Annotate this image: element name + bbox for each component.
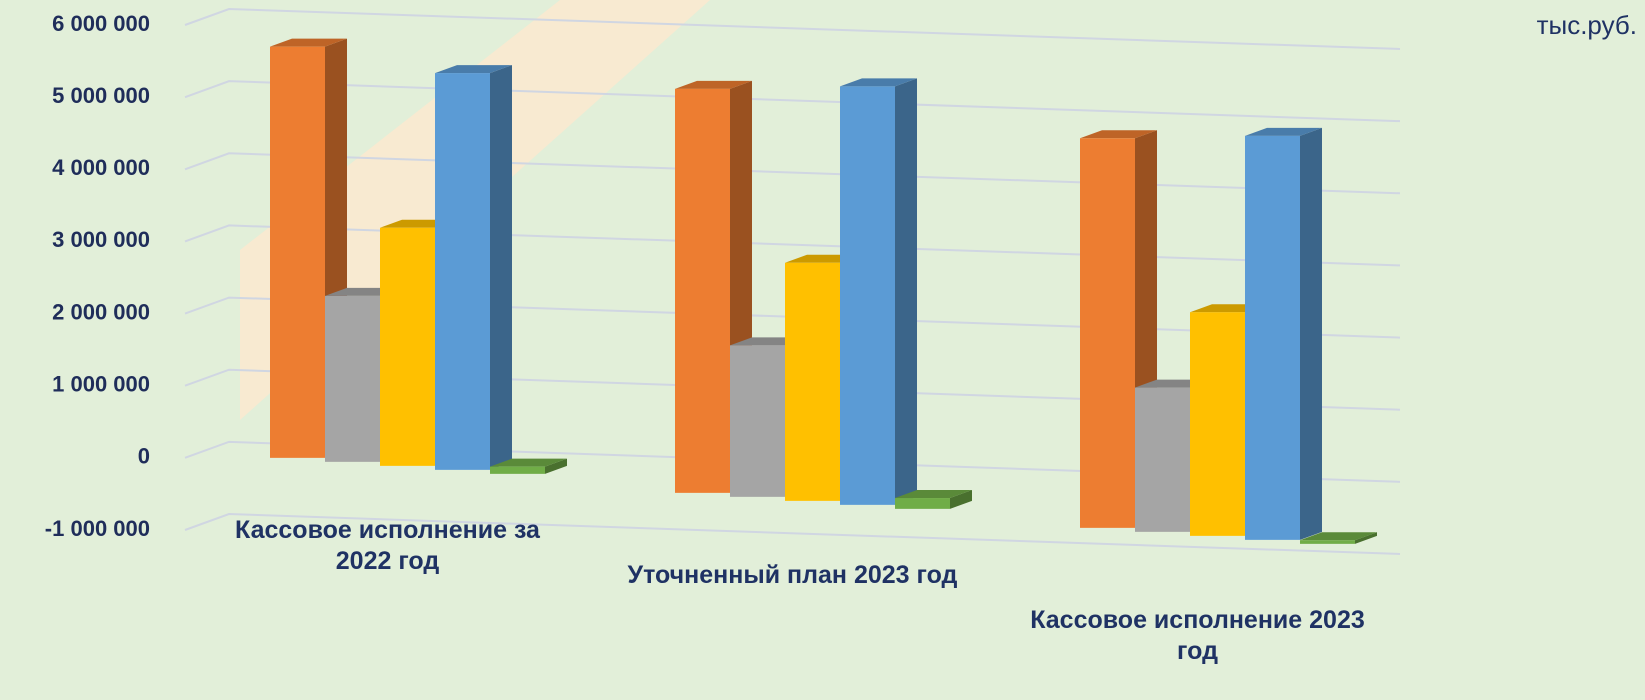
bar-front [380,227,435,466]
bar-top [270,38,347,47]
bar [895,490,972,509]
bar-side [490,65,512,470]
y-tick-label: 6 000 000 [52,11,150,36]
y-tick-label: -1 000 000 [45,516,150,541]
x-tick-label: Кассовое исполнение 2023 год [1030,606,1365,665]
grid-line [184,7,1401,50]
y-tick-label: 3 000 000 [52,227,150,252]
bar-front [1300,540,1355,544]
grid-line [184,80,1401,123]
bar-front [490,466,545,474]
y-tick-label: 1 000 000 [52,372,150,397]
bar-top [1245,127,1322,136]
bar-front [1245,135,1300,540]
grid-line [184,368,1401,411]
bar-front [1080,138,1135,528]
x-tick-label: Уточненный план 2023 год [627,561,958,589]
bar-front [840,86,895,505]
bar-top [1300,532,1377,541]
bar-front [895,498,950,509]
bar [1300,532,1377,544]
bar-side [545,458,567,474]
bar-top [490,458,567,467]
bar-top [675,80,752,89]
bar-front [730,345,785,497]
x-tick-label: Кассовое исполнение за 2022 год [235,516,540,575]
y-tick-label: 2 000 000 [52,299,150,324]
grid-line [184,152,1401,195]
bar [1245,127,1322,540]
grid-line [184,296,1401,339]
bar-side [895,78,917,505]
bar-side [950,490,972,509]
bar-front [1190,312,1245,536]
bar [435,65,512,470]
bar-top [895,490,972,499]
y-tick-label: 4 000 000 [52,155,150,180]
bar-top [1080,130,1157,139]
bar-front [785,262,840,501]
bar-front [435,73,490,470]
y-tick-label: 0 [138,444,150,469]
bar-side [1300,127,1322,540]
bar-front [675,88,730,493]
bar-front [1135,387,1190,532]
bar [840,78,917,505]
grid-line [184,512,1401,555]
bar-side [1355,532,1377,544]
bar-front [325,295,380,462]
bar-top [840,78,917,87]
unit-annotation: тыс.руб. [1536,10,1637,40]
bar-front [270,46,325,458]
grid-line [184,224,1401,267]
bar [490,458,567,474]
y-tick-label: 5 000 000 [52,83,150,108]
grid-line [184,440,1401,483]
bar-top [435,65,512,74]
